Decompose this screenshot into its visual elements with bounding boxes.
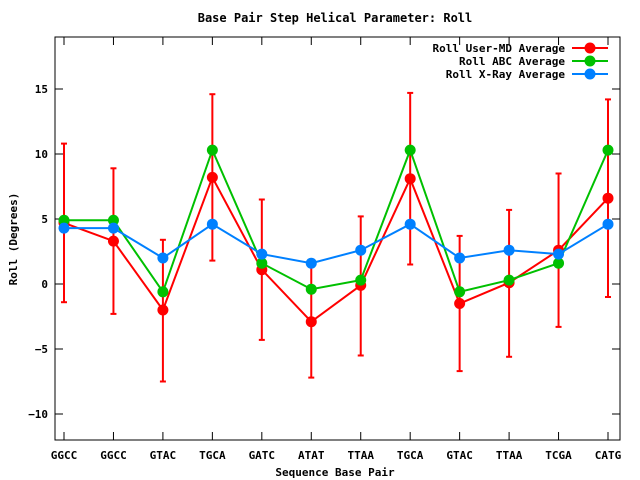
- x-axis-label: Sequence Base Pair: [275, 466, 395, 479]
- error-bars: [61, 91, 611, 383]
- x-tick-label: TGCA: [397, 449, 424, 462]
- x-tick-label: TTAA: [347, 449, 374, 462]
- data-point: [355, 274, 367, 286]
- legend-label: Roll User-MD Average: [433, 42, 566, 55]
- data-point: [305, 257, 317, 269]
- x-tick-label: CATG: [595, 449, 622, 462]
- x-tick-label: GATC: [249, 449, 276, 462]
- x-tick-label: GGCC: [51, 449, 78, 462]
- data-point: [256, 257, 268, 269]
- data-point: [157, 252, 169, 264]
- chart-title: Base Pair Step Helical Parameter: Roll: [198, 11, 473, 25]
- data-point: [107, 214, 119, 226]
- data-point: [602, 218, 614, 230]
- series-line-2: [64, 147, 609, 294]
- series-line-1: [63, 174, 609, 324]
- data-point: [454, 298, 466, 309]
- data-point: [256, 248, 268, 260]
- y-tick-label: 10: [35, 148, 48, 161]
- y-axis-label: Roll (Degrees): [7, 193, 20, 286]
- data-point: [107, 235, 119, 247]
- data-point: [503, 244, 515, 256]
- x-axis: GGCC GGCC GTAC TGCA GATC ATAT TTAA TGCA GTAC TTAA…: [51, 37, 622, 462]
- data-point: [305, 316, 317, 328]
- data-point: [454, 286, 466, 298]
- data-point: [454, 252, 466, 264]
- data-point: [404, 173, 416, 185]
- data-point: [157, 304, 169, 316]
- data-point: [602, 144, 614, 156]
- y-tick-label: −5: [35, 343, 48, 356]
- data-point: [157, 286, 169, 298]
- y-tick-label: −10: [28, 408, 48, 421]
- data-point: [58, 222, 70, 234]
- data-point: [107, 222, 119, 234]
- x-tick-label: GTAC: [150, 449, 177, 462]
- y-tick-label: 15: [35, 83, 48, 96]
- series-line-3: [64, 223, 609, 265]
- series-layer: [58, 144, 614, 328]
- data-point: [58, 214, 70, 226]
- data-point: [404, 144, 416, 156]
- y-tick-label: 5: [41, 213, 48, 226]
- y-tick-label: 0: [41, 278, 48, 291]
- plot-frame: [54, 36, 621, 441]
- legend-label: Roll ABC Average: [459, 55, 565, 68]
- x-tick-label: TCGA: [545, 449, 572, 462]
- data-point: [206, 144, 218, 156]
- legend-marker: [584, 55, 596, 67]
- data-point: [553, 248, 565, 260]
- legend-marker: [584, 68, 596, 80]
- legend-label: Roll X-Ray Average: [446, 68, 566, 81]
- data-point: [206, 218, 218, 230]
- data-point: [355, 244, 367, 256]
- x-tick-label: TTAA: [496, 449, 523, 462]
- y-axis: −10 −5 0 5 10 15: [28, 83, 620, 421]
- data-point: [503, 274, 515, 286]
- x-tick-label: ATAT: [298, 449, 325, 462]
- x-tick-label: GTAC: [446, 449, 473, 462]
- data-point: [553, 257, 565, 269]
- legend-marker: [584, 42, 596, 54]
- data-point: [404, 218, 416, 230]
- data-point: [305, 283, 317, 295]
- data-point: [602, 192, 614, 204]
- x-tick-label: TGCA: [199, 449, 226, 462]
- data-point: [206, 171, 218, 183]
- x-tick-label: GGCC: [100, 449, 127, 462]
